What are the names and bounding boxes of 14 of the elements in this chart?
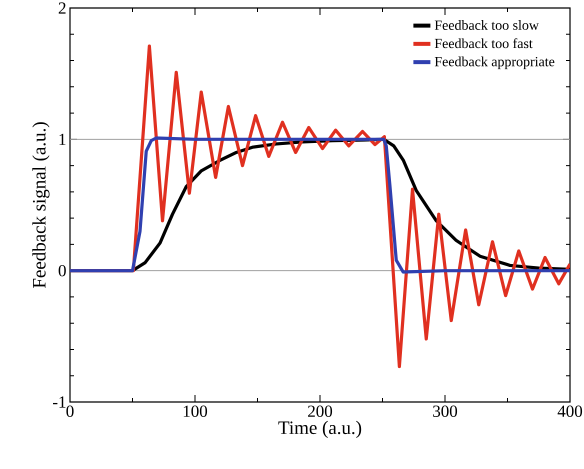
y-axis-title: Feedback signal (a.u.) [32, 122, 50, 288]
x-tick-label: 0 [66, 406, 74, 417]
legend-label: Feedback appropriate [434, 56, 554, 70]
y-tick-label: 1 [59, 134, 66, 145]
y-tick-label: -1 [52, 396, 66, 408]
x-axis-title: Time (a.u.) [278, 420, 362, 438]
x-tick-label: 400 [558, 406, 582, 417]
x-tick-label: 300 [433, 406, 458, 417]
y-tick-label: 0 [58, 264, 66, 276]
legend-label: Feedback too slow [434, 20, 539, 30]
legend-label: Feedback too fast [434, 38, 533, 48]
x-tick-label: 100 [184, 406, 208, 417]
x-tick-label: 200 [308, 406, 332, 417]
y-tick-label: 2 [58, 2, 66, 14]
